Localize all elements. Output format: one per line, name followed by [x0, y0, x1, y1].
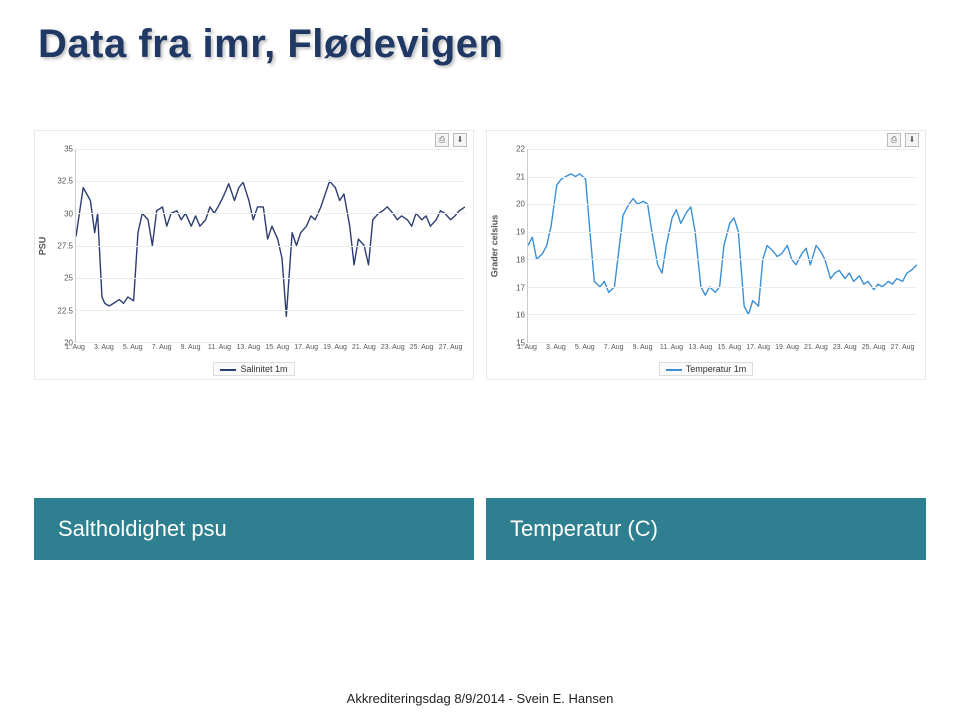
download-icon[interactable]: ⬇	[453, 133, 467, 147]
yaxis-label-temperature: Grader celsius	[487, 149, 501, 343]
chart-area: ⎙ ⬇ PSU 2022.52527.53032.535 1. Aug3. Au…	[34, 130, 926, 380]
legend-salinity: Salinitet 1m	[35, 359, 473, 379]
plot-temperature	[527, 149, 917, 343]
caption-row: Saltholdighet psu Temperatur (C)	[34, 498, 926, 560]
caption-right: Temperatur (C)	[486, 498, 926, 560]
yticks-salinity: 2022.52527.53032.535	[49, 149, 75, 343]
chart-salinity: ⎙ ⬇ PSU 2022.52527.53032.535 1. Aug3. Au…	[34, 130, 474, 380]
print-icon[interactable]: ⎙	[435, 133, 449, 147]
yticks-temperature: 1516171819202122	[501, 149, 527, 343]
yaxis-label-salinity: PSU	[35, 149, 49, 343]
caption-left: Saltholdighet psu	[34, 498, 474, 560]
xaxis-temperature: 1. Aug3. Aug5. Aug7. Aug9. Aug11. Aug13.…	[527, 343, 917, 359]
slide-title: Data fra imr, Flødevigen	[38, 22, 503, 67]
xaxis-salinity: 1. Aug3. Aug5. Aug7. Aug9. Aug11. Aug13.…	[75, 343, 465, 359]
plot-salinity	[75, 149, 465, 343]
download-icon[interactable]: ⬇	[905, 133, 919, 147]
legend-temperature: Temperatur 1m	[487, 359, 925, 379]
chart-temperature: ⎙ ⬇ Grader celsius 1516171819202122 1. A…	[486, 130, 926, 380]
slide-footer: Akkrediteringsdag 8/9/2014 - Svein E. Ha…	[0, 691, 960, 706]
print-icon[interactable]: ⎙	[887, 133, 901, 147]
